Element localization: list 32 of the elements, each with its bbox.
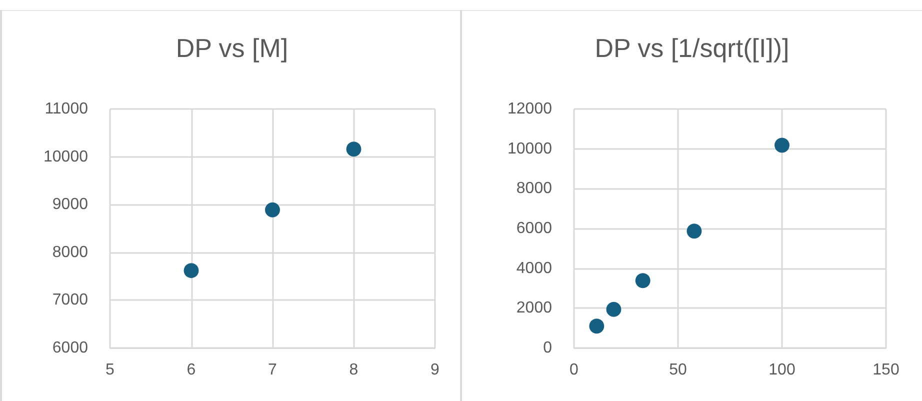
point: [589, 318, 604, 334]
y-tick-label: 2000: [516, 300, 552, 317]
x-tick-label: 150: [872, 362, 900, 378]
point: [346, 142, 362, 157]
point: [184, 263, 199, 278]
y-tick-label: 6000: [516, 220, 552, 237]
x-tick-label: 0: [570, 362, 579, 378]
point: [606, 302, 622, 317]
x-tick-label: 8: [349, 362, 358, 378]
x-tick-label: 5: [106, 362, 115, 378]
chart-title: DP vs [1/sqrt([I])]: [594, 33, 790, 63]
chart-title: DP vs [M]: [176, 33, 288, 63]
point: [686, 224, 702, 239]
y-tick-label: 12000: [508, 100, 552, 118]
y-tick-label: 4000: [516, 260, 552, 277]
y-tick-label: 0: [543, 340, 552, 356]
y-tick-label: 10000: [508, 140, 552, 158]
y-tick-label: 8000: [516, 180, 552, 198]
point: [635, 273, 650, 288]
y-tick-label: 9000: [52, 196, 88, 214]
y-tick-label: 6000: [52, 340, 88, 356]
x-tick-label: 9: [430, 362, 440, 378]
x-tick-label: 7: [268, 362, 278, 378]
x-tick-label: 100: [768, 362, 796, 378]
y-tick-label: 7000: [52, 292, 88, 309]
point: [774, 138, 790, 153]
y-tick-label: 10000: [44, 148, 88, 166]
point: [265, 202, 280, 218]
x-tick-label: 50: [669, 362, 687, 378]
x-tick-label: 6: [186, 362, 196, 378]
y-tick-label: 11000: [44, 100, 88, 118]
y-tick-label: 8000: [52, 244, 88, 261]
